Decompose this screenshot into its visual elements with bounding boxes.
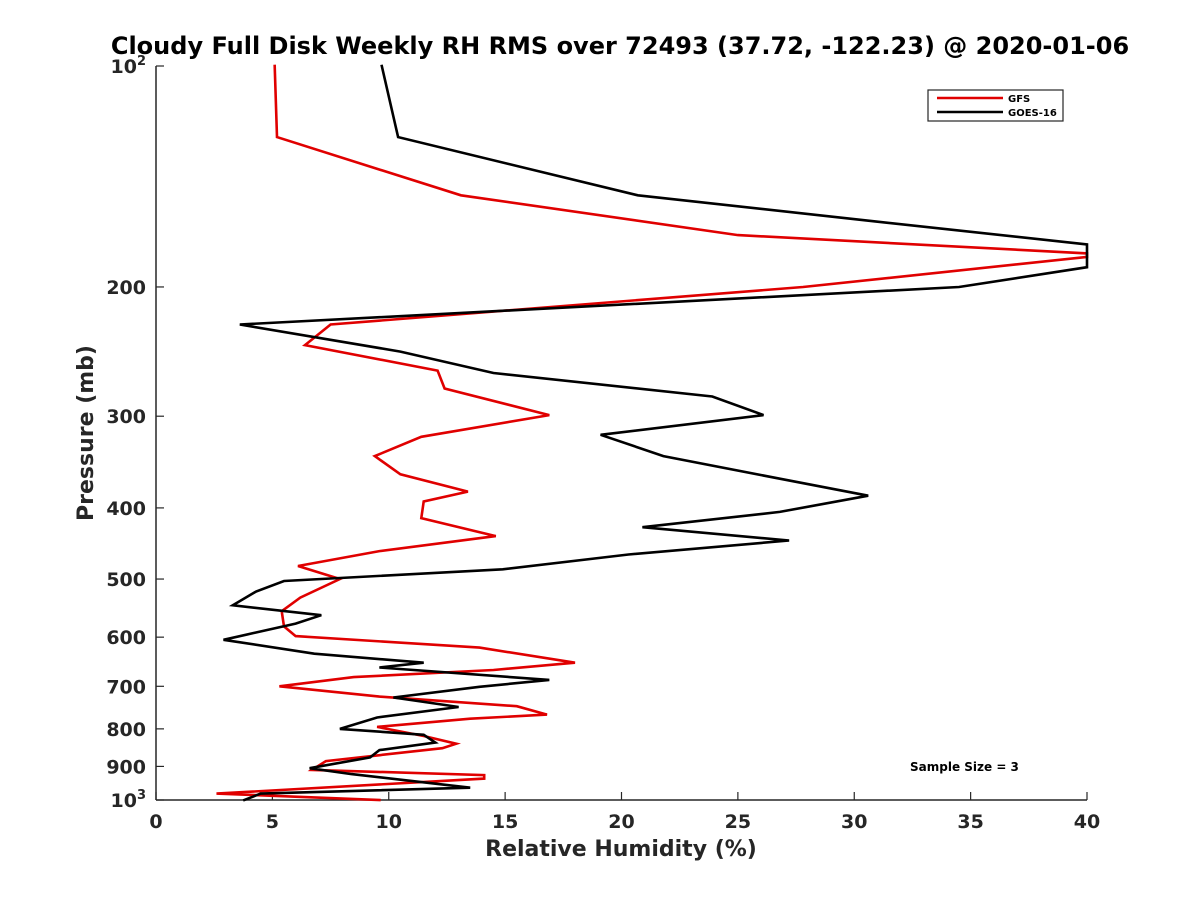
y-tick-label: 800 xyxy=(106,719,146,741)
legend: GFS GOES-16 xyxy=(927,89,1064,122)
legend-label-gfs: GFS xyxy=(1008,94,1030,105)
y-ticks: 102 200 300 400 500 600 700 800 900 103 xyxy=(106,54,164,812)
x-tick-label: 40 xyxy=(1074,811,1100,833)
y-tick-label: 700 xyxy=(106,676,146,698)
series-line-gfs xyxy=(216,64,1089,802)
y-axis-label: Pressure (mb) xyxy=(74,345,99,521)
legend-box xyxy=(927,89,1064,122)
y-tick-label: 600 xyxy=(106,627,146,649)
x-tick-label: 25 xyxy=(725,811,751,833)
y-tick-label: 103 xyxy=(111,788,147,812)
x-tick-label: 5 xyxy=(266,811,279,833)
legend-label-goes-16: GOES-16 xyxy=(1008,108,1057,119)
x-tick-label: 15 xyxy=(492,811,518,833)
y-tick-label: 200 xyxy=(106,277,146,299)
x-tick-label: 30 xyxy=(841,811,867,833)
series-line-goes-16 xyxy=(223,64,1089,802)
chart-title: Cloudy Full Disk Weekly RH RMS over 7249… xyxy=(111,32,1129,60)
y-tick-label: 500 xyxy=(106,569,146,591)
y-tick-label: 300 xyxy=(106,406,146,428)
x-tick-label: 10 xyxy=(376,811,402,833)
y-tick-label: 102 xyxy=(111,54,147,78)
x-axis-label: Relative Humidity (%) xyxy=(485,837,757,862)
x-ticks: 0 5 10 15 20 25 30 35 40 xyxy=(149,792,1100,833)
series-lines xyxy=(216,64,1089,802)
x-tick-label: 35 xyxy=(957,811,983,833)
y-tick-label: 900 xyxy=(106,756,146,778)
x-tick-label: 0 xyxy=(149,811,162,833)
x-tick-label: 20 xyxy=(608,811,634,833)
sample-size-annotation: Sample Size = 3 xyxy=(910,760,1019,774)
y-tick-label: 400 xyxy=(106,498,146,520)
